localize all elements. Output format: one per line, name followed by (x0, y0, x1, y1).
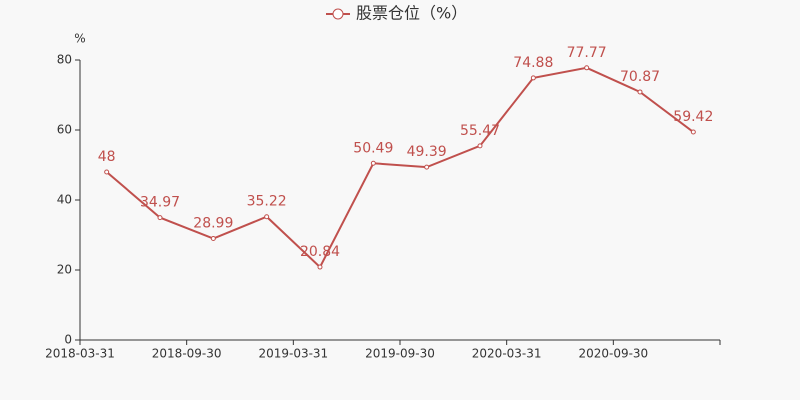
y-tick-label: 80 (57, 53, 72, 67)
point (530, 75, 536, 81)
point (264, 214, 270, 220)
data-label: 48 (98, 149, 116, 165)
point (477, 143, 483, 149)
x-tick-label: 2019-03-31 (258, 347, 328, 361)
x-tick-label: 2020-09-30 (578, 347, 648, 361)
data-label: 28.99 (193, 216, 233, 232)
x-tick-label: 2018-09-30 (152, 347, 222, 361)
y-tick-label: 40 (57, 193, 72, 207)
data-label: 35.22 (247, 194, 287, 210)
point (690, 129, 696, 135)
x-tick-label: 2020-03-31 (472, 347, 542, 361)
y-tick-label: 20 (57, 263, 72, 277)
data-label: 55.47 (460, 123, 500, 139)
point (157, 215, 163, 221)
point (584, 65, 590, 71)
y-tick-label: 60 (57, 123, 72, 137)
data-label: 77.77 (567, 45, 607, 61)
data-label: 49.39 (407, 144, 447, 160)
data-label: 34.97 (140, 195, 180, 211)
data-label: 59.42 (673, 109, 713, 125)
point (424, 164, 430, 170)
point (370, 160, 376, 166)
point (317, 264, 323, 270)
data-label: 20.84 (300, 244, 340, 260)
point (210, 236, 216, 242)
point (104, 169, 110, 175)
data-label: 74.88 (513, 55, 553, 71)
legend-marker (332, 8, 344, 20)
data-label: 70.87 (620, 69, 660, 85)
y-unit: % (74, 32, 85, 46)
data-label: 50.49 (353, 140, 393, 156)
line (106, 66, 694, 269)
y-tick-label: 0 (64, 333, 72, 347)
point (637, 89, 643, 95)
x-tick-label: 2019-09-30 (365, 347, 435, 361)
legend-label: 股票仓位（%） (356, 4, 467, 23)
x-tick-label: 2018-03-31 (45, 347, 115, 361)
